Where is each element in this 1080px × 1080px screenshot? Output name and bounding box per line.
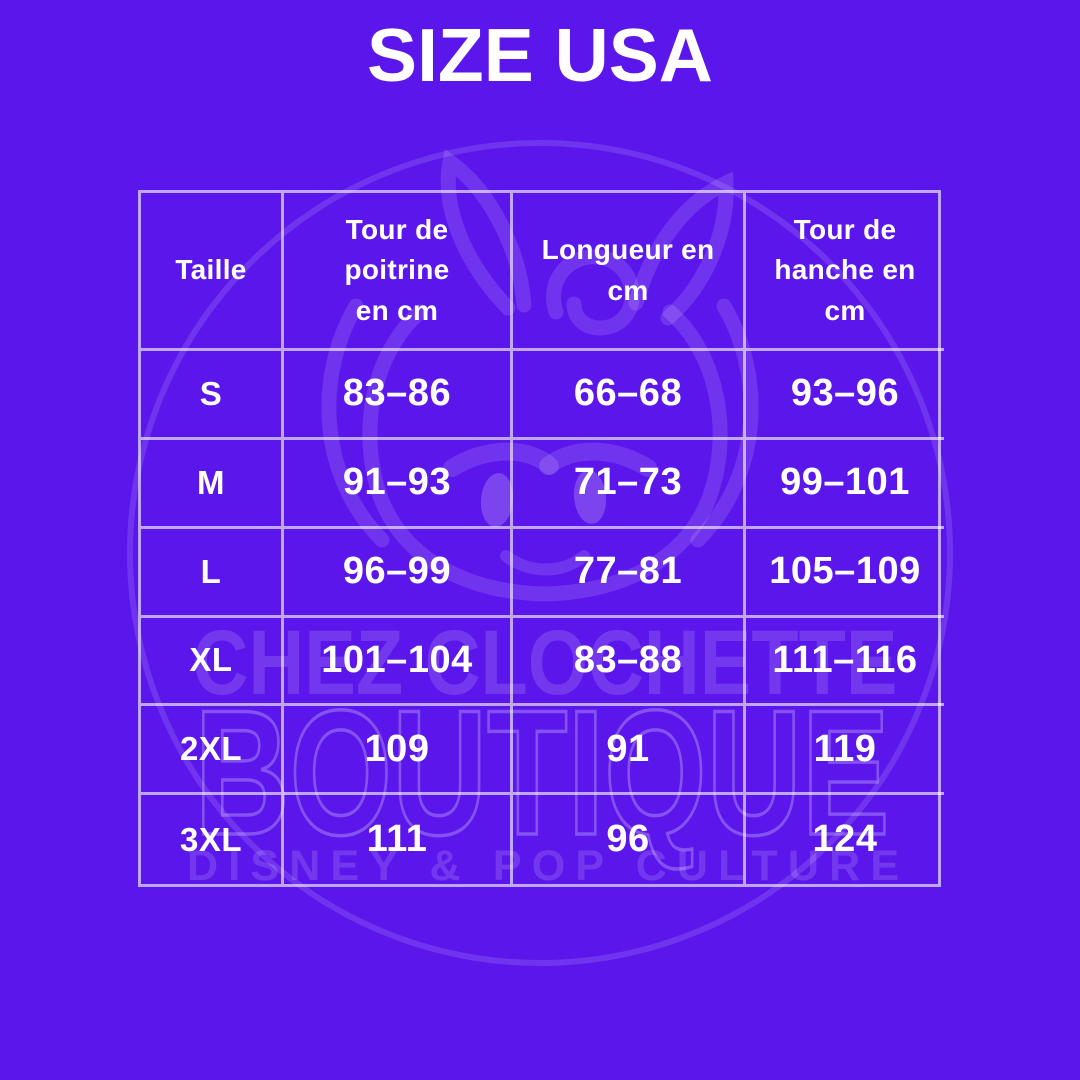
size-label: L <box>141 528 284 618</box>
column-header-longueur: Longueur en cm <box>513 193 746 351</box>
table-cell: 101–104 <box>284 617 513 707</box>
page-title: SIZE USA <box>367 13 713 97</box>
size-label: M <box>141 439 284 529</box>
table-cell: 83–86 <box>284 351 513 440</box>
table-cell: 99–101 <box>746 440 944 529</box>
table-cell: 83–88 <box>513 617 746 707</box>
size-label: XL <box>141 617 284 707</box>
size-table: Taille Tour de poitrine en cm Longueur e… <box>138 190 944 887</box>
table-cell: 96 <box>513 795 746 884</box>
table-cell: 105–109 <box>746 529 944 618</box>
table-cell: 91 <box>513 706 746 796</box>
size-label: S <box>141 351 284 440</box>
table-cell: 96–99 <box>284 528 513 618</box>
table-cell: 124 <box>812 818 878 861</box>
table-cell: 119 <box>746 706 944 796</box>
table-cell: 93–96 <box>746 351 944 440</box>
column-header-poitrine: Tour de poitrine en cm <box>284 193 513 351</box>
table-cell: 111–116 <box>746 618 944 707</box>
size-label: 2XL <box>141 706 284 796</box>
size-label: 3XL <box>141 795 284 884</box>
column-header-hanche: Tour de hanche en cm <box>746 193 944 351</box>
table-cell: 109 <box>284 706 513 796</box>
column-header-taille: Taille <box>141 193 284 351</box>
table-cell: 71–73 <box>513 439 746 529</box>
table-cell: 77–81 <box>513 528 746 618</box>
table-cell: 111 <box>284 795 513 884</box>
table-cell: 91–93 <box>284 439 513 529</box>
table-cell: 66–68 <box>513 351 746 440</box>
